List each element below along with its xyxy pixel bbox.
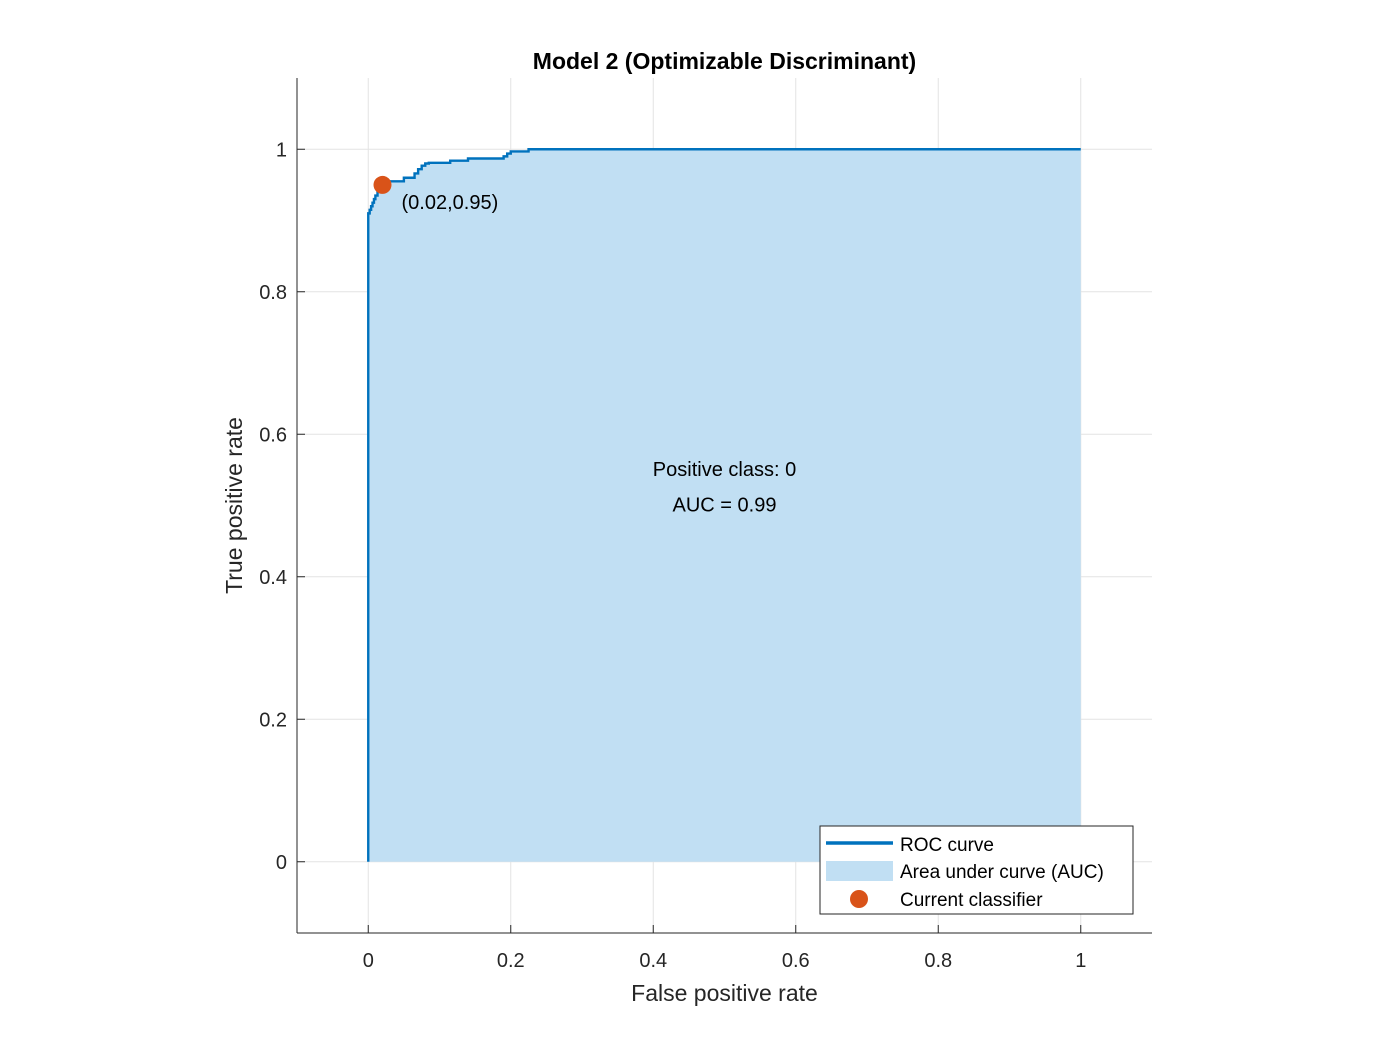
x-axis-label: False positive rate [631,980,818,1006]
y-tick-label: 0.8 [259,282,287,304]
y-tick-label: 0 [276,852,287,874]
legend-current-classifier-label: Current classifier [900,890,1043,911]
auc-annotation: AUC = 0.99 [673,495,777,517]
auc-area [368,149,1081,862]
x-tick-label: 0 [363,950,374,972]
legend-roc-label: ROC curve [900,835,994,856]
legend-auc-swatch [826,861,893,881]
x-tick-label: 0.8 [924,950,952,972]
legend: ROC curve Area under curve (AUC) Current… [819,825,1134,915]
axes [296,78,1152,934]
current-classifier-label: (0.02,0.95) [402,192,499,214]
y-tick-label: 0.6 [259,424,287,446]
legend-current-classifier-swatch [850,890,868,908]
x-tick-label: 1 [1075,950,1086,972]
x-tick-label: 0.4 [639,950,667,972]
x-tick-label: 0.2 [497,950,525,972]
chart-title: Model 2 (Optimizable Discriminant) [533,48,916,74]
y-tick-label: 1 [276,139,287,161]
y-axis-label: True positive rate [221,417,247,594]
x-tick-label: 0.6 [782,950,810,972]
y-tick-label: 0.2 [259,709,287,731]
tick-labels: 0 0.2 0.4 0.6 0.8 1 0 0.2 0.4 0.6 0.8 1 [259,139,1086,972]
roc-curve-line [367,148,1081,862]
y-tick-label: 0.4 [259,567,287,589]
legend-auc-label: Area under curve (AUC) [900,862,1104,883]
current-classifier-marker [373,175,392,194]
positive-class-annotation: Positive class: 0 [653,459,796,481]
